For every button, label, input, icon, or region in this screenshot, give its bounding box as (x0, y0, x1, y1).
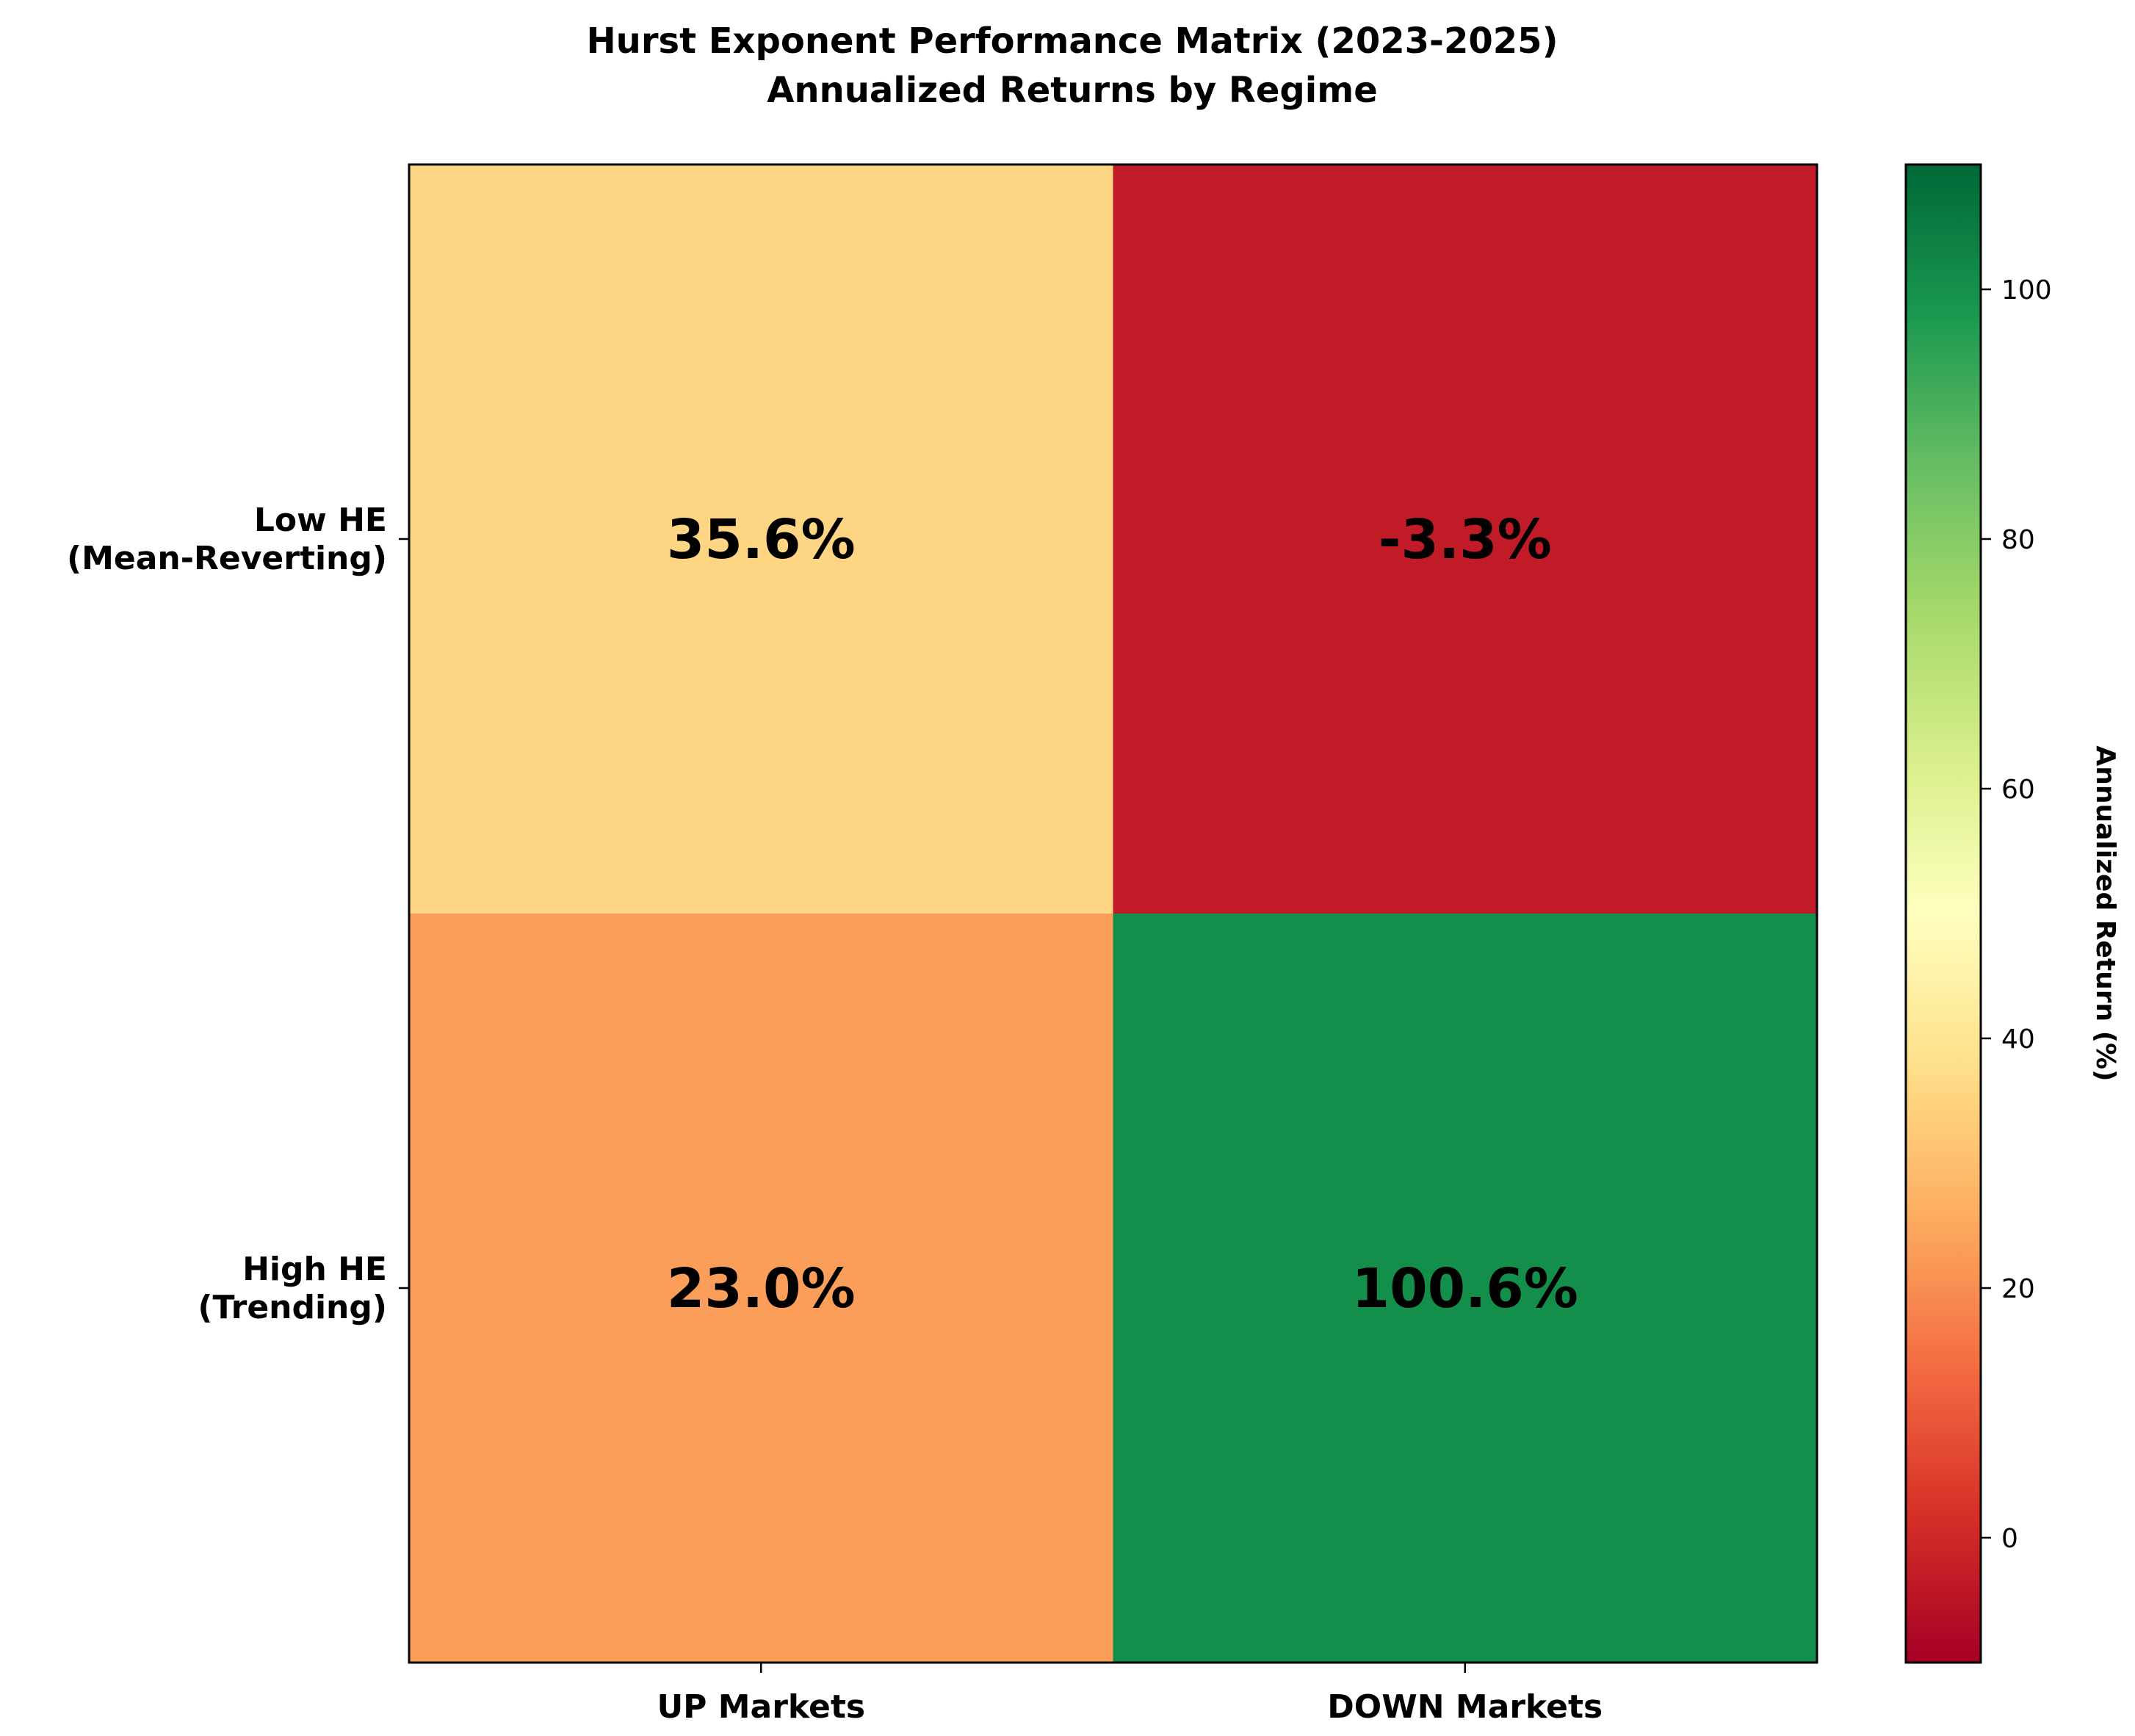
colorbar: 0 20 40 60 80 100 (1904, 163, 2052, 1664)
heatmap-cells (409, 164, 1818, 1663)
heatmap-cell-label: 23.0% (667, 1257, 856, 1320)
y-tick-label: (Mean-Reverting) (67, 540, 387, 577)
heatmap-cell-label: 35.6% (667, 508, 856, 571)
x-tick-label: UP Markets (657, 1688, 865, 1726)
colorbar-tick-label: 20 (2001, 1274, 2035, 1304)
colorbar-label: Annualized Return (%) (2090, 745, 2120, 1081)
chart-subtitle: Annualized Returns by Regime (767, 70, 1378, 111)
heatmap-cell (409, 164, 1113, 914)
heatmap-cell (1113, 164, 1818, 914)
heatmap-cell-label: 100.6% (1352, 1257, 1578, 1320)
y-tick-label: High HE (242, 1251, 387, 1288)
y-tick-label: Low HE (254, 502, 387, 539)
heatmap-frame (408, 163, 1818, 1664)
heatmap-cell (409, 914, 1113, 1663)
colorbar-tick-label: 40 (2001, 1024, 2035, 1055)
chart-title: Hurst Exponent Performance Matrix (2023-… (587, 21, 1558, 62)
heatmap-cell (1113, 914, 1818, 1663)
heatmap-cell-labels: 35.6% -3.3% 23.0% 100.6% (667, 508, 1578, 1320)
y-axis: Low HE(Mean-Reverting) High HE(Trending) (67, 502, 409, 1326)
x-tick-label: DOWN Markets (1327, 1688, 1603, 1726)
colorbar-tick-label: 100 (2001, 275, 2052, 305)
x-axis: UP Markets DOWN Markets (657, 1663, 1603, 1726)
colorbar-gradient-bar (1904, 163, 1982, 1664)
colorbar-tick-label: 60 (2001, 775, 2035, 805)
heatmap-cell-label: -3.3% (1379, 508, 1552, 571)
colorbar-tick-label: 0 (2001, 1524, 2018, 1554)
y-tick-label: (Trending) (198, 1289, 387, 1326)
colorbar-tick-label: 80 (2001, 525, 2035, 555)
